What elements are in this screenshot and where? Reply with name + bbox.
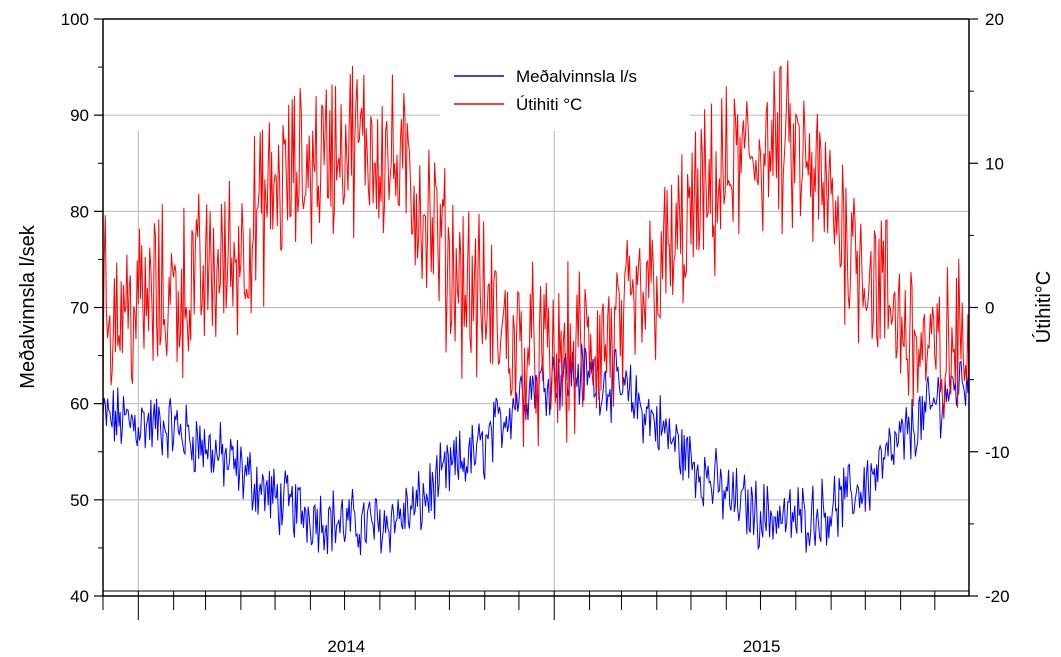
x-tick-label: 2014 <box>327 637 365 656</box>
y-right-axis-title: Útihiti°C <box>1032 271 1055 343</box>
left-tick-label: 40 <box>70 587 89 606</box>
legend: Meðalvinnsla l/s Útihiti °C <box>440 58 690 120</box>
left-tick-label: 90 <box>70 106 89 125</box>
left-tick-label: 50 <box>70 491 89 510</box>
x-tick-label: 2015 <box>743 637 781 656</box>
left-tick-label: 70 <box>70 299 89 318</box>
y-left-axis-title: Meðalvinnsla l/sek <box>17 224 39 388</box>
right-tick-label: -20 <box>985 587 1010 606</box>
right-axis-ticks: -20 -10 0 10 20 <box>969 10 1010 606</box>
right-tick-label: 0 <box>985 299 994 318</box>
legend-label-discharge: Meðalvinnsla l/s <box>516 67 637 86</box>
legend-label-temperature: Útihiti °C <box>516 95 582 114</box>
series-line-temperature <box>102 60 970 447</box>
series-line-discharge <box>102 343 970 556</box>
left-tick-label: 80 <box>70 202 89 221</box>
series-layer <box>102 60 970 556</box>
left-tick-label: 60 <box>70 395 89 414</box>
left-axis-ticks: 40 50 60 70 80 90 100 <box>61 10 103 606</box>
right-tick-label: 10 <box>985 154 1004 173</box>
left-tick-label: 100 <box>61 10 89 29</box>
x-axis-ticks: 2014 2015 <box>102 591 936 656</box>
right-tick-label: -10 <box>985 443 1010 462</box>
right-tick-label: 20 <box>985 10 1004 29</box>
legend-background <box>440 58 690 120</box>
